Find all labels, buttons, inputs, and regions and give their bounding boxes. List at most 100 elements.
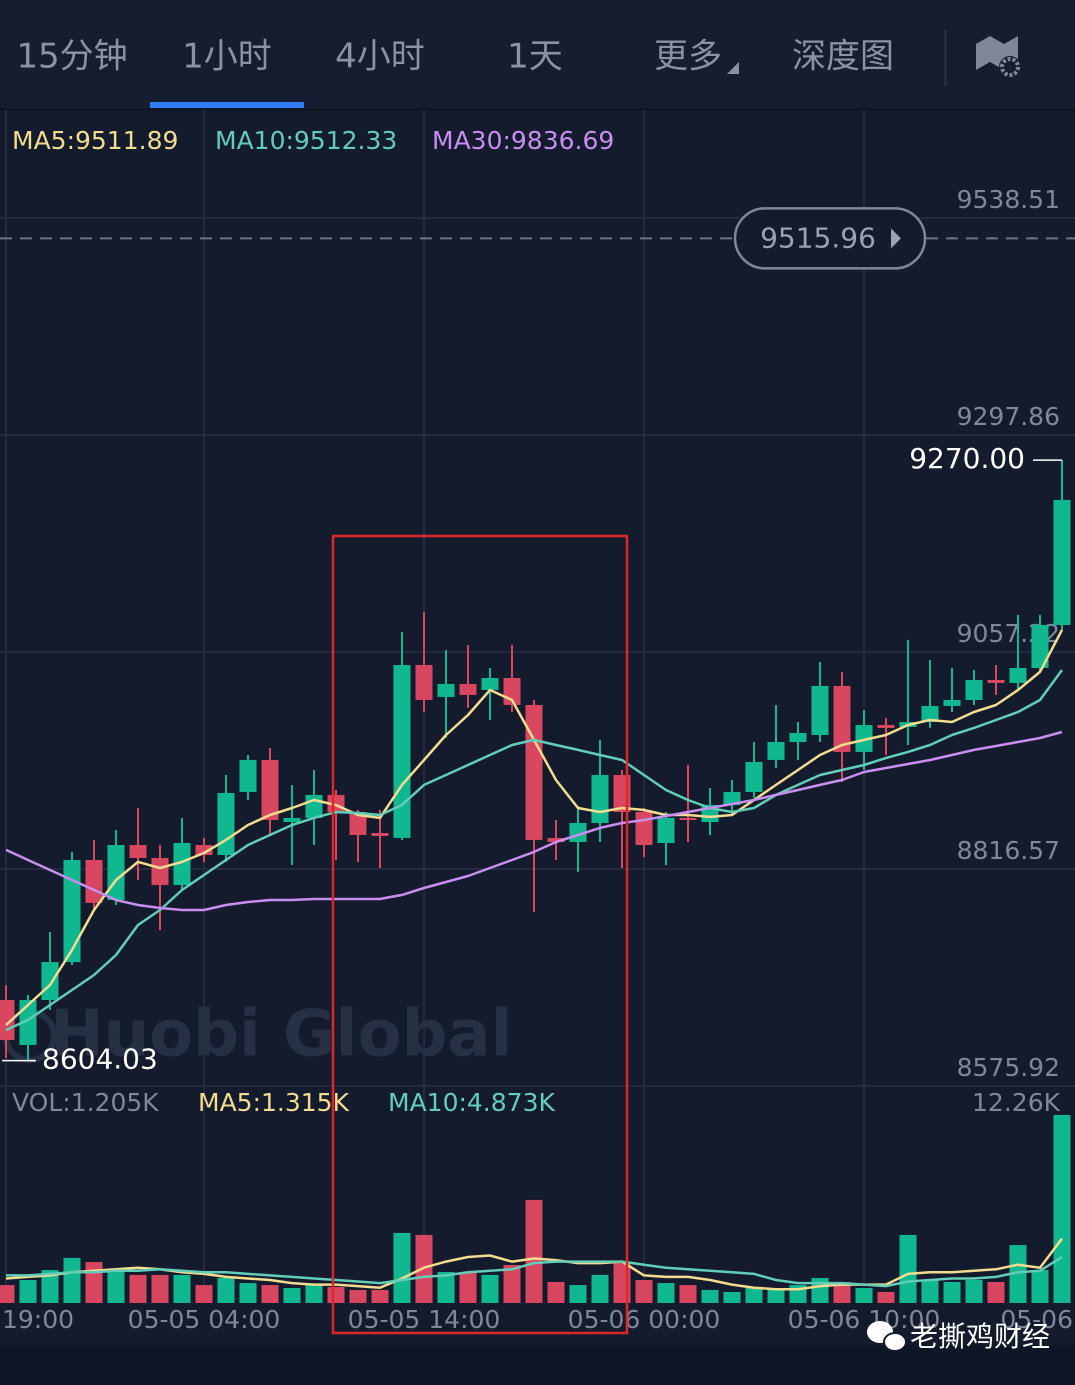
x-tick-label: 19:00 [2,1305,74,1334]
y-tick-label: 8575.92 [957,1053,1060,1082]
candle-body [1053,499,1071,625]
volume-bar [569,1285,587,1303]
ma-line [5,669,1064,1032]
candle-body [679,817,697,821]
candle-body [1009,667,1027,683]
volume-bar [41,1270,59,1303]
volume-bar [987,1281,1005,1303]
volume-ma-label: MA10:4.873K [388,1088,555,1117]
watermark: Huobi Global [50,998,513,1072]
ma-label: MA30:9836.69 [432,126,614,155]
last-price-callout[interactable] [733,207,927,270]
volume-bar [701,1289,719,1303]
highlight-box [331,534,629,1335]
x-tick-label: 05-05 04:00 [128,1305,281,1334]
candle-body [635,811,653,845]
volume-bar [107,1270,125,1303]
volume-bar [525,1199,543,1303]
volume-bar [173,1274,191,1303]
candle-body [437,683,455,697]
tab[interactable]: 1小时 [182,37,272,77]
candle-body [305,794,323,818]
volume-bar [877,1291,895,1303]
volume-bar [811,1278,829,1303]
volume-bar [63,1257,81,1303]
candle-body [393,665,411,838]
candle-body [459,683,477,695]
volume-bar [327,1287,345,1303]
candle-body [811,685,829,735]
wechat-bubble [883,1332,907,1352]
candle-body [877,724,895,728]
tab[interactable]: 15分钟 [16,37,127,77]
volume-bar [371,1289,389,1303]
candle-body [371,832,389,836]
volume-bar [503,1264,521,1303]
candle-body [261,759,279,821]
volume-bar [0,1285,15,1303]
candle-body [415,665,433,700]
candle-body [591,775,609,823]
volume-bar [657,1283,675,1303]
active-tab-underline [150,102,304,108]
y-tick-label: 8816.57 [957,836,1060,865]
y-tick-label: 9297.86 [957,402,1060,431]
wechat-badge: 老撕鸡财经 [867,1320,1050,1353]
candle-body [19,999,37,1045]
candle-body [767,742,785,760]
volume-bar [129,1274,147,1303]
candle-body [349,811,367,835]
volume-bar [855,1287,873,1303]
settings-icon[interactable] [976,36,1021,78]
volume-bar [195,1285,213,1303]
plot: 9538.519297.869057.228816.578575.9212.26… [0,126,1075,1334]
volume-bar [833,1281,851,1303]
volume-ma-line [6,1255,1063,1288]
candle-body [63,859,81,963]
tab[interactable]: 4小时 [335,37,425,77]
candle-body [283,817,301,822]
candle-body [151,857,169,886]
candle-body [723,791,741,805]
volume-bar [459,1272,477,1303]
tab[interactable]: 深度图 [792,37,894,77]
volume-bar [239,1283,257,1303]
candle-body [745,761,763,792]
volume-ma-line [5,1237,1063,1291]
candle-body [195,844,213,855]
volume-bar [1031,1270,1049,1303]
volume-bar [481,1274,499,1303]
volume-bar [921,1279,939,1303]
candle-body [943,699,961,706]
volume-bar [85,1262,103,1303]
volume-bar [349,1289,367,1303]
volume-bar [745,1287,763,1303]
candle-body [855,724,873,752]
volume-bar [899,1234,917,1303]
volume-bar [547,1281,565,1303]
volume-bar [767,1289,785,1303]
candle-body [0,999,15,1041]
x-tick-label: 05-06 10:00 [788,1305,941,1334]
candle-body [481,677,499,690]
candle-body [525,704,543,840]
tab[interactable]: 更多 [654,37,722,77]
gear [1000,57,1020,77]
callout-arrow [891,228,901,249]
candle-body [41,962,59,1000]
volume-bar [19,1279,37,1303]
tab[interactable]: 1天 [507,37,563,77]
candle-body [85,859,103,903]
low-label: 8604.03 [42,1043,158,1076]
volume-tick-label: 12.26K [972,1088,1061,1117]
tab-bar [0,0,1075,109]
volume-bar [393,1232,411,1303]
candle-body [129,844,147,858]
volume-bar [591,1274,609,1303]
x-tick-label: 05-06 [1000,1305,1073,1334]
volume-bar [305,1285,323,1303]
candle-body [107,844,125,900]
volume-ma-label: MA5:1.315K [198,1088,350,1117]
